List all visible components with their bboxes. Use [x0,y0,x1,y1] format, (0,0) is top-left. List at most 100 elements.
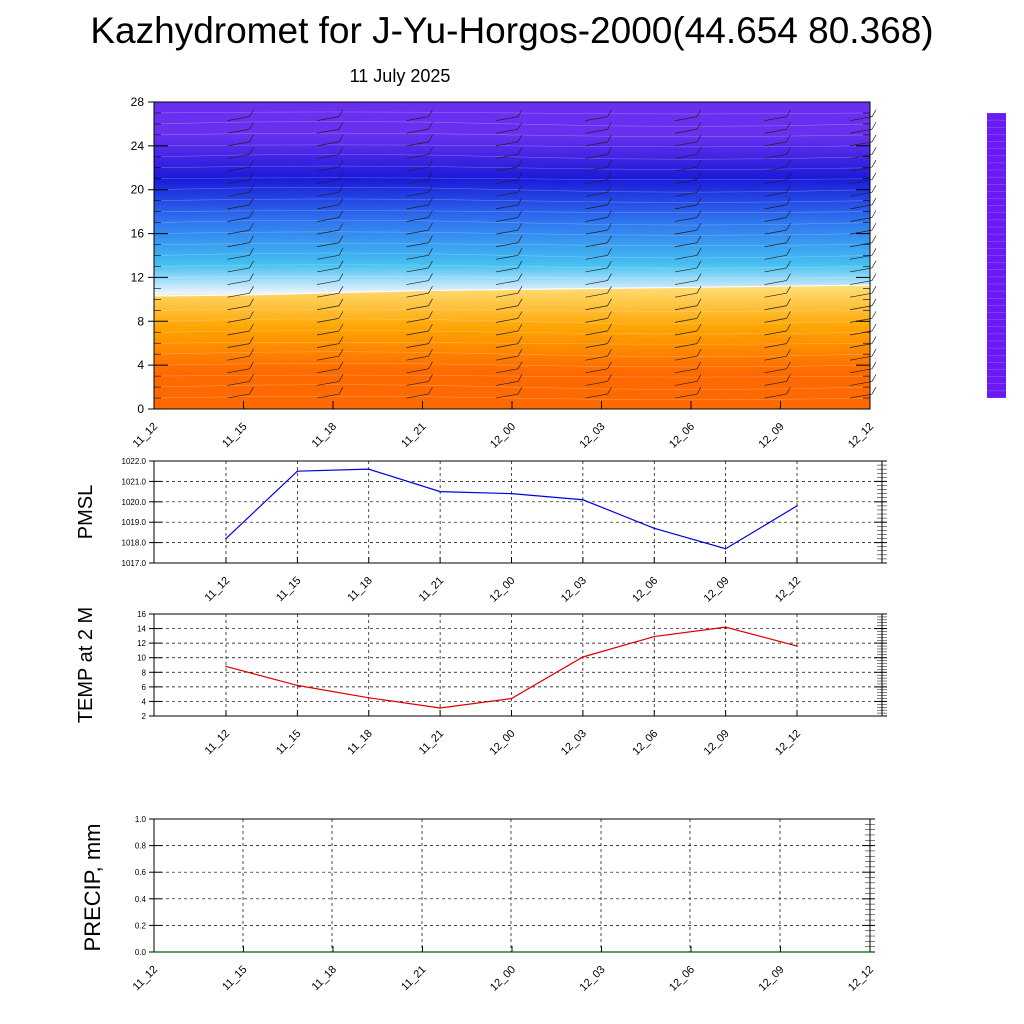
x-tick-label: 11_18 [310,964,340,994]
wind-barb [585,235,612,248]
wind-barb [316,134,344,147]
x-tick-label: 12_06 [667,421,697,451]
wind-barb [495,159,523,172]
contour-line [153,351,871,357]
wind-barb [585,122,612,134]
y-tick-label: 1017.0 [122,559,147,568]
wind-barb [674,311,702,323]
wind-barb [227,349,254,361]
wind-barb [495,386,523,399]
wind-barb [849,210,877,222]
x-tick-label: 11_18 [345,575,375,605]
x-tick-label: 12_06 [667,964,697,994]
wind-barb [316,349,344,361]
contour-line [153,165,871,170]
wind-barb [849,361,877,374]
wind-barb [764,185,791,197]
wind-barb [406,336,433,348]
wind-barb [406,374,433,386]
contour-line [153,374,871,378]
wind-barb [585,273,612,285]
wind-barb [227,285,254,298]
y-tick-label: 1018.0 [122,539,147,548]
wind-barb [764,374,791,386]
x-tick-label: 11_18 [310,421,340,451]
x-tick-label: 11_12 [131,421,161,451]
wind-barb [849,248,877,260]
wind-barb [495,235,523,248]
wind-barb [849,222,877,235]
wind-barb [674,159,702,172]
wind-barb [406,109,433,121]
y-tick-label: 1022.0 [122,457,147,466]
x-tick-label: 11_18 [345,728,375,758]
x-tick-label: 12_09 [702,575,732,605]
data-point [439,490,441,493]
warm-layer [154,285,870,409]
wind-barb [227,159,254,172]
wind-barb [849,235,877,248]
wind-barb [585,349,612,361]
y-tick-label: 4 [137,358,144,372]
wind-barb [674,298,702,311]
y-tick-label: 0 [137,402,144,416]
contour-line [153,186,871,193]
wind-barb [495,361,523,374]
wind-barb [316,109,344,121]
y-tick-label: 4 [142,697,147,706]
wind-barb [849,273,877,285]
x-tick-label: 12_09 [757,421,787,451]
x-tick-label: 12_00 [488,575,518,605]
wind-barb [585,323,612,336]
wind-barb [585,147,612,159]
x-tick-label: 11_12 [131,964,161,994]
y-tick-label: 16 [131,227,145,241]
wind-barb [227,197,254,210]
wind-barb [674,248,702,260]
wind-barb [406,273,433,285]
y-tick-label: 1.0 [135,815,147,824]
wind-barb [764,386,791,399]
wind-barb [674,349,702,361]
y-tick-label: 0.0 [135,948,147,957]
wind-barb [674,109,702,121]
contour-line [153,111,871,115]
contour-line [153,144,871,148]
data-point [582,656,584,658]
wind-barb [674,336,702,348]
wind-barb [674,122,702,134]
wind-barb [849,109,877,121]
wind-barb [585,248,612,260]
wind-barb [495,147,523,159]
contour-line [153,177,871,180]
x-tick-label: 12_09 [757,964,787,994]
x-tick-label: 11_21 [399,421,429,451]
wind-barb [849,134,877,147]
y-tick-label: 28 [131,95,145,109]
x-tick-label: 12_00 [488,728,518,758]
wind-barb [227,122,254,134]
wind-barb [316,185,344,197]
wind-barb [495,134,523,147]
wind-barb [849,349,877,361]
wind-barb [674,235,702,248]
data-point [225,665,227,668]
data-point [724,547,727,550]
wind-barb [406,386,433,399]
wind-barb [406,159,433,172]
x-tick-label: 12_12 [846,964,876,994]
wind-barb [227,134,254,147]
wind-barb [495,122,523,134]
y-tick-label: 0.8 [135,842,147,851]
wind-barb [674,374,702,386]
wind-barb [674,147,702,159]
wind-barb [585,172,612,185]
x-tick-label: 11_21 [399,964,429,994]
x-tick-label: 12_12 [773,575,803,605]
wind-barb [585,336,612,348]
wind-barb [849,311,877,323]
wind-barb [227,222,254,235]
wind-barb [316,248,344,260]
panel-frame [153,818,871,953]
data-point [796,645,798,647]
